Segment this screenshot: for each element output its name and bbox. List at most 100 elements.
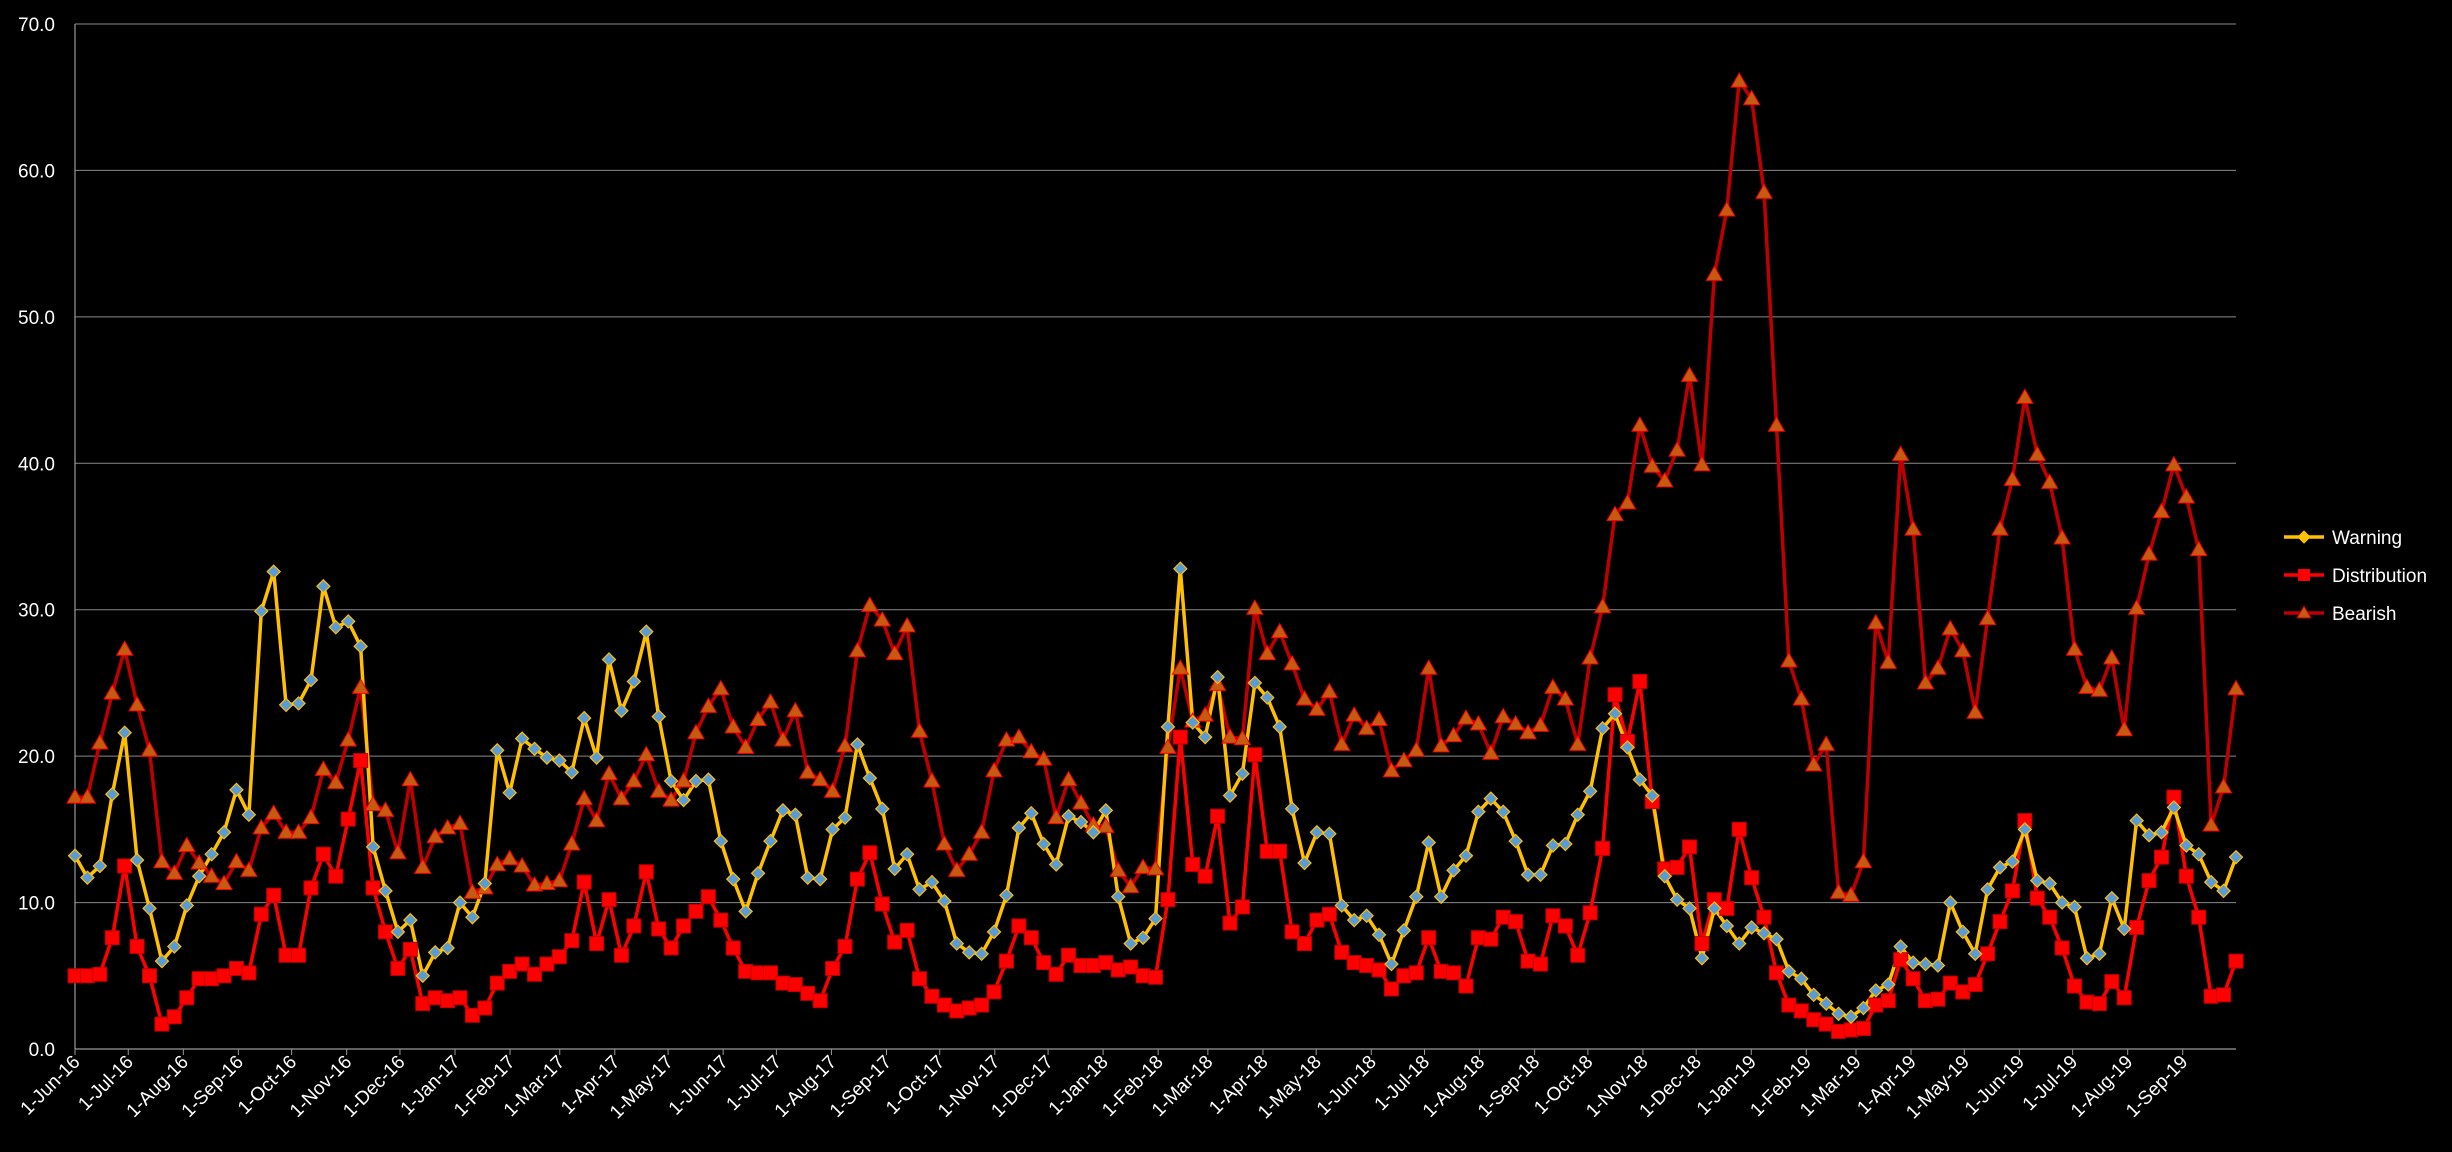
data-point — [154, 1016, 170, 1032]
data-point — [1457, 709, 1475, 725]
data-point — [1620, 740, 1635, 755]
data-point — [390, 924, 406, 940]
data-point — [527, 966, 543, 982]
legend-item-distribution: Distribution — [2284, 566, 2427, 587]
data-point — [1792, 690, 1811, 706]
data-point — [2067, 899, 2082, 915]
data-point — [2141, 873, 2157, 889]
data-point — [775, 975, 791, 991]
data-point — [800, 870, 816, 886]
data-point — [1843, 1022, 1859, 1038]
data-point — [825, 960, 841, 976]
data-point — [775, 802, 791, 818]
data-point — [849, 871, 865, 887]
data-point — [575, 789, 594, 806]
data-point — [974, 997, 990, 1013]
data-point — [252, 818, 271, 835]
data-point — [1693, 455, 1711, 472]
data-point — [1967, 977, 1983, 993]
data-point — [1148, 969, 1163, 985]
data-point — [701, 772, 716, 787]
data-point — [1185, 715, 1201, 730]
data-point — [1557, 836, 1573, 852]
data-point — [763, 833, 778, 849]
data-point — [874, 896, 890, 912]
data-point — [2177, 487, 2196, 504]
data-point — [103, 684, 122, 700]
data-point — [500, 849, 519, 866]
data-point — [2029, 890, 2045, 906]
data-point — [1470, 930, 1486, 946]
data-point — [997, 731, 1016, 747]
data-point — [1160, 892, 1176, 908]
y-tick-label: 50.0 — [18, 308, 55, 329]
data-point — [1458, 978, 1474, 994]
data-point — [674, 772, 693, 788]
data-point — [415, 996, 431, 1012]
data-point — [1172, 561, 1188, 577]
data-point — [786, 701, 805, 718]
data-point — [1419, 659, 1438, 675]
data-point — [353, 753, 369, 769]
data-point — [949, 1003, 965, 1019]
data-point — [887, 861, 903, 877]
data-point — [761, 692, 780, 709]
data-point — [1868, 997, 1884, 1013]
data-point — [1309, 824, 1325, 840]
data-point — [316, 578, 331, 594]
data-point — [1407, 741, 1426, 757]
data-point — [961, 1000, 977, 1016]
data-point — [1818, 1016, 1834, 1032]
data-point — [2078, 678, 2096, 694]
data-point — [1533, 867, 1548, 883]
data-point — [1893, 952, 1909, 968]
data-point — [663, 940, 679, 956]
y-tick-label: 40.0 — [18, 454, 55, 475]
data-point — [1371, 927, 1387, 943]
series-markers — [66, 72, 2245, 1039]
y-tick-label: 70.0 — [18, 15, 55, 36]
data-point — [426, 827, 445, 844]
data-point — [837, 810, 853, 825]
data-point — [1123, 959, 1139, 975]
data-point — [376, 801, 395, 817]
data-point — [1346, 955, 1362, 971]
data-point — [1382, 761, 1401, 778]
data-point — [1272, 719, 1288, 735]
data-point — [1259, 843, 1275, 859]
data-point — [589, 936, 605, 952]
data-point — [550, 871, 569, 888]
data-point — [2227, 679, 2245, 696]
data-point — [1148, 911, 1163, 927]
data-point — [1159, 738, 1177, 754]
legend-item-bearish: Bearish — [2284, 604, 2396, 625]
data-point — [1755, 183, 1773, 199]
data-point — [2129, 813, 2144, 828]
data-point — [1221, 728, 1239, 744]
data-point — [2191, 846, 2207, 862]
data-point — [489, 742, 505, 758]
axes — [74, 24, 2236, 1055]
data-point — [1978, 609, 1997, 625]
data-point — [912, 971, 928, 987]
data-point — [1134, 858, 1152, 874]
data-point — [812, 871, 828, 887]
data-point — [2191, 909, 2207, 925]
data-point — [104, 930, 120, 946]
data-point — [1210, 808, 1226, 824]
data-point — [1433, 963, 1449, 979]
data-point — [117, 858, 133, 874]
data-point — [1272, 843, 1288, 859]
data-point — [637, 745, 656, 762]
data-point — [2203, 874, 2219, 890]
data-point — [2054, 895, 2070, 910]
data-point — [651, 921, 667, 937]
data-point — [1631, 416, 1649, 432]
data-point — [1036, 836, 1052, 852]
data-point — [1618, 493, 1637, 510]
data-point — [1941, 619, 1960, 636]
data-point — [2116, 990, 2132, 1006]
data-point — [527, 741, 542, 757]
data-point — [1508, 833, 1524, 849]
data-point — [749, 710, 767, 727]
